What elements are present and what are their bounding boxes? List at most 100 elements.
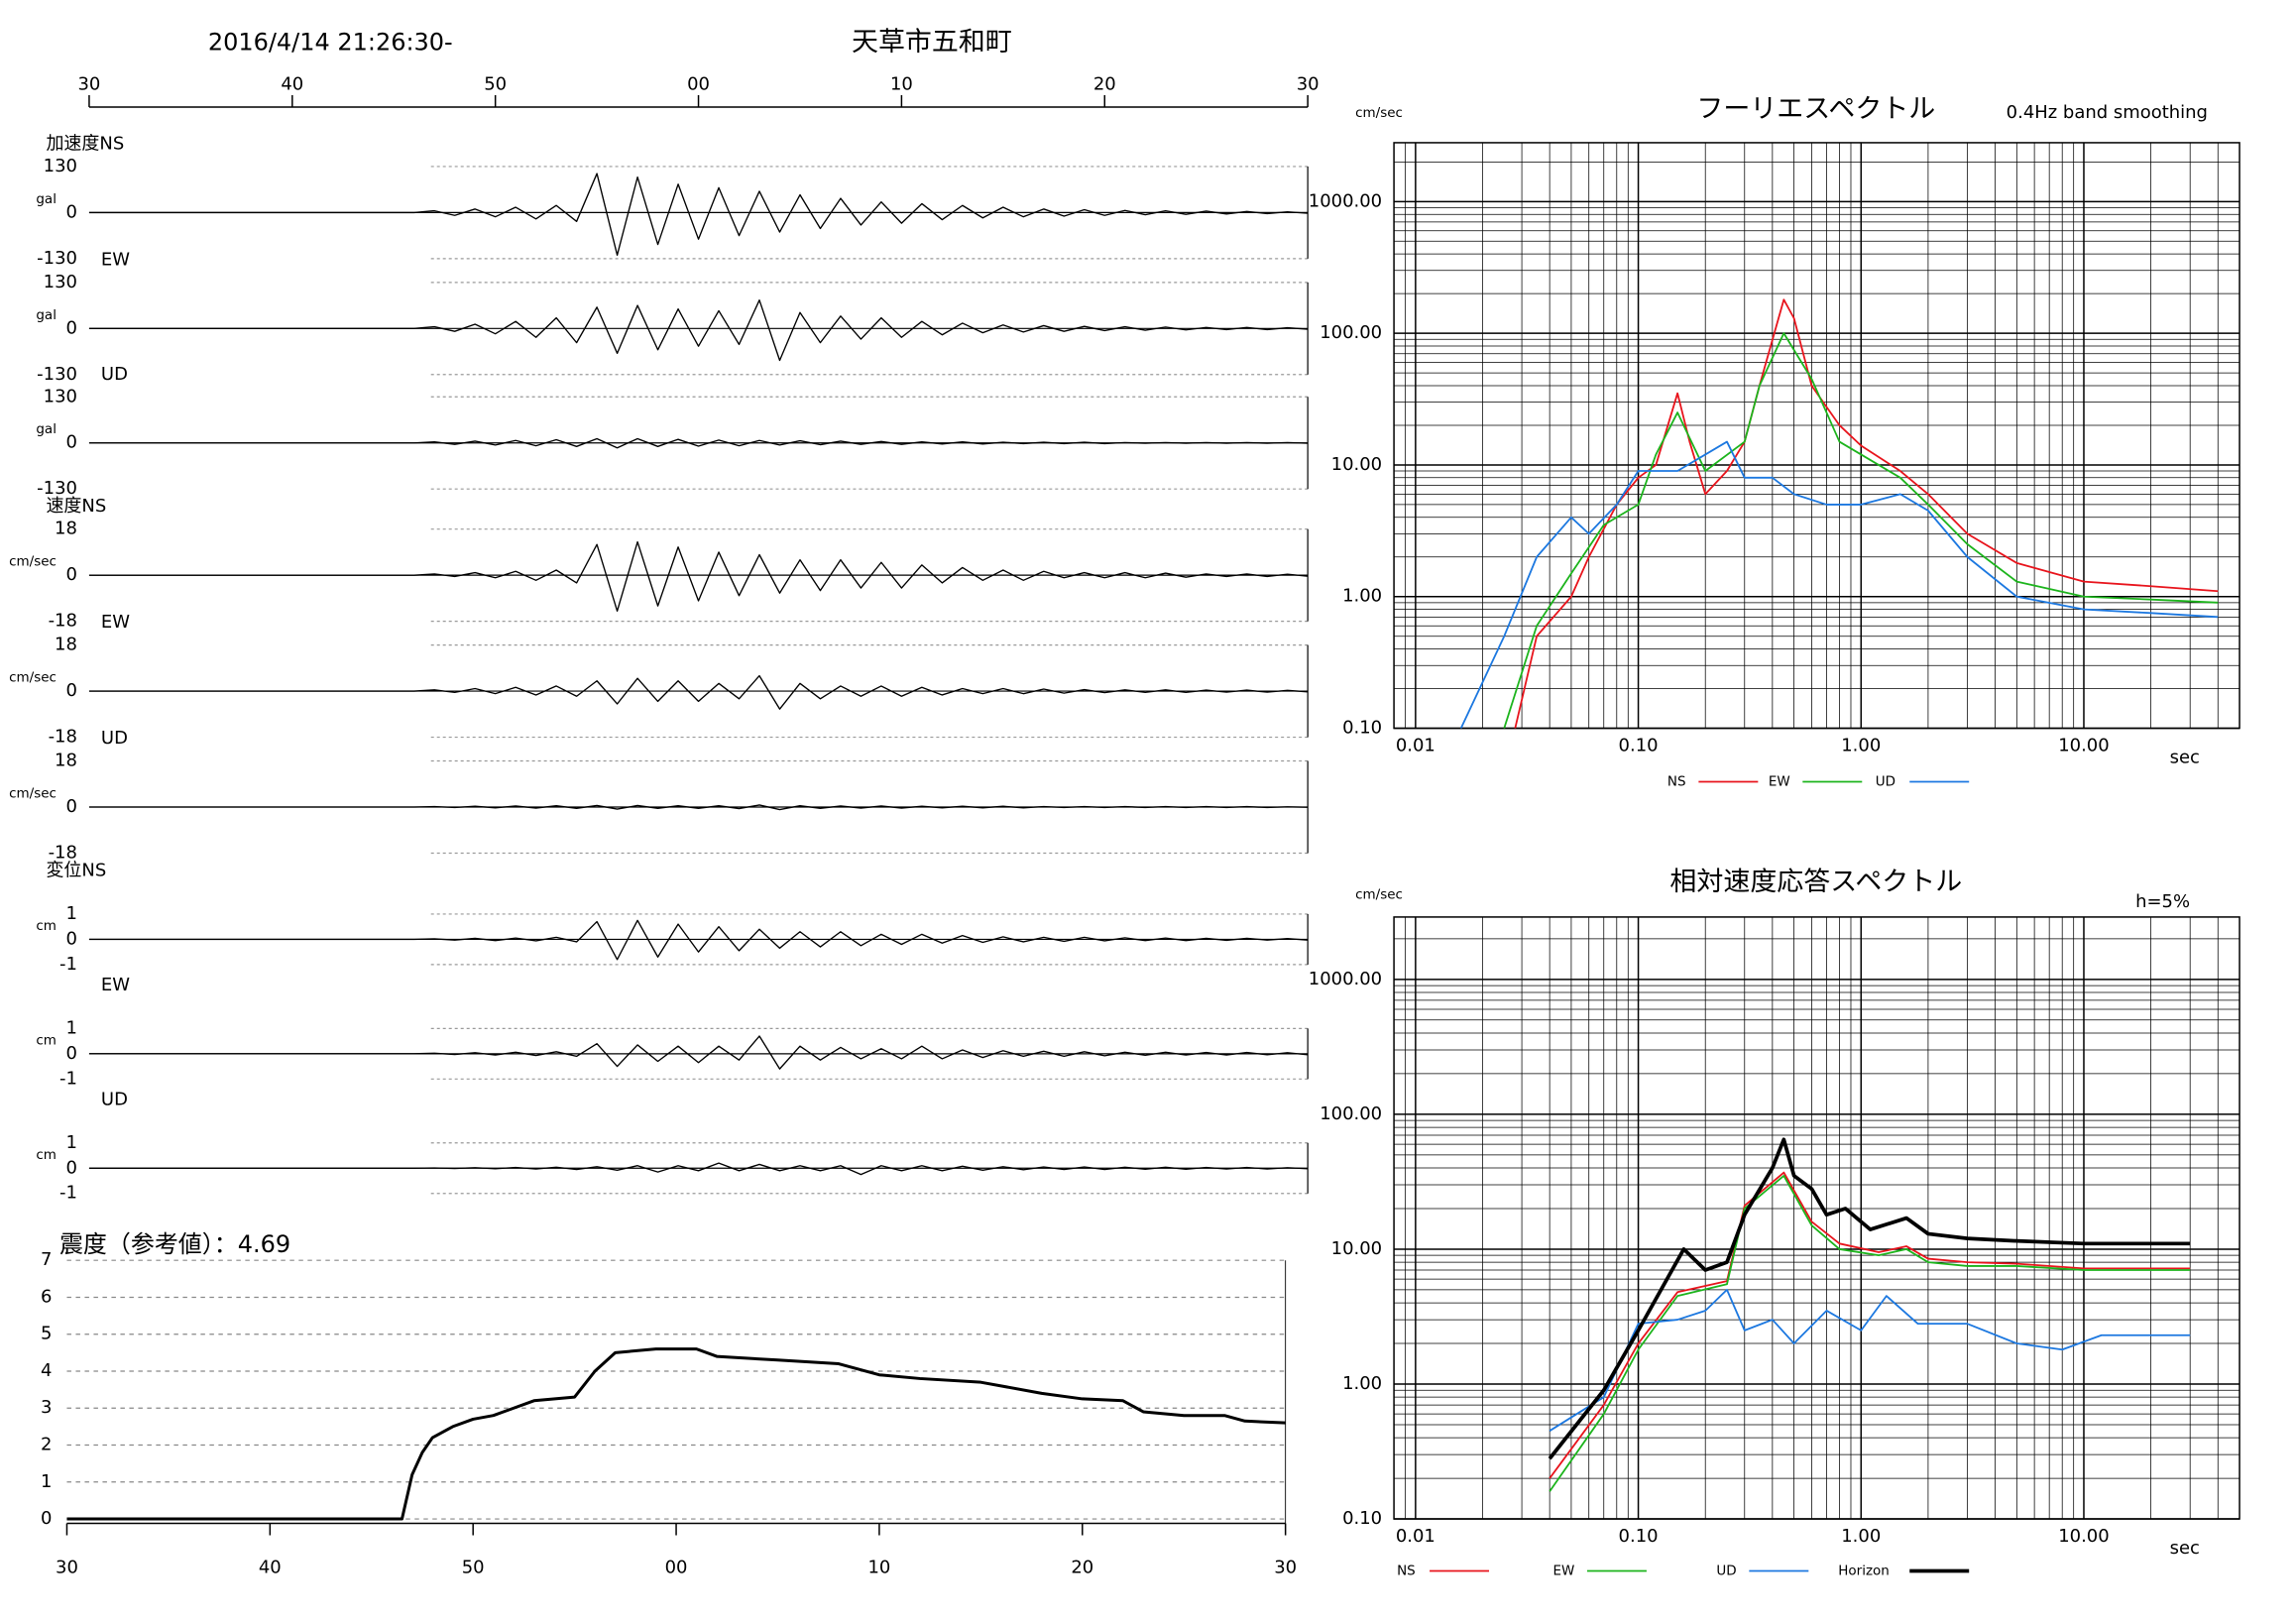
y-tick-label: 130 — [44, 386, 77, 406]
y-tick-label: 130 — [44, 272, 77, 292]
x-tick-label: 10.00 — [2058, 736, 2109, 756]
x-tick-label: 1.00 — [1841, 1526, 1881, 1547]
unit-label: cm/sec — [9, 670, 57, 686]
y-tick-label: 0 — [66, 928, 77, 949]
unit-label: cm/sec — [9, 554, 57, 570]
unit-label: gal — [36, 307, 57, 323]
y-tick-label: -130 — [37, 248, 77, 269]
x-tick-label: 0.01 — [1396, 1526, 1435, 1547]
x-tick-label: 40 — [281, 73, 303, 94]
y-tick-label: 0.10 — [1342, 718, 1382, 739]
waveform — [88, 804, 1309, 811]
x-tick-label: 30 — [1297, 73, 1320, 94]
x-tick-label: 1.00 — [1841, 736, 1881, 756]
y-tick-label: 5 — [41, 1324, 52, 1344]
y-tick-label: -1 — [59, 1068, 77, 1089]
x-tick-label: 00 — [687, 73, 710, 94]
y-tick-label: 18 — [55, 519, 77, 539]
waveform — [88, 1035, 1309, 1070]
x-tick-label: 20 — [1071, 1558, 1093, 1578]
series-line — [1548, 1137, 2191, 1460]
x-tick-label: 0.10 — [1619, 736, 1659, 756]
legend-label: NS — [1667, 774, 1686, 790]
y-tick-label: 1000.00 — [1309, 969, 1382, 989]
y-tick-label: 7 — [41, 1249, 52, 1270]
y-tick-label: 0 — [66, 201, 77, 222]
intensity-line — [66, 1347, 1286, 1521]
legend-label: EW — [1552, 1564, 1574, 1579]
x-tick-label: 00 — [665, 1558, 688, 1578]
y-tick-label: -130 — [37, 478, 77, 499]
series-line — [1549, 1171, 2191, 1479]
chart-subtitle: h=5% — [2135, 891, 2190, 912]
legend-label: EW — [1769, 774, 1790, 790]
x-tick-label: 30 — [56, 1558, 78, 1578]
y-tick-label: -18 — [49, 842, 77, 863]
y-tick-label: 0 — [66, 680, 77, 701]
panel-name: UD — [101, 364, 128, 385]
y-tick-label: 18 — [55, 635, 77, 655]
panel-name: 加速度NS — [46, 133, 124, 154]
panel-name: UD — [101, 728, 128, 749]
y-tick-label: 0.10 — [1342, 1508, 1382, 1529]
unit-label: cm — [36, 1032, 57, 1048]
y-tick-label: 0 — [66, 1157, 77, 1178]
x-tick-label: 0.01 — [1396, 736, 1435, 756]
series-line — [1514, 298, 2219, 729]
x-tick-label: 0.10 — [1619, 1526, 1659, 1547]
y-tick-label: 4 — [41, 1360, 52, 1381]
x-tick-label: 30 — [78, 73, 101, 94]
x-tick-label: 10 — [890, 73, 913, 94]
unit-label: cm — [36, 1147, 57, 1163]
x-tick-label: 50 — [484, 73, 507, 94]
datetime: 2016/4/14 21:26:30- — [208, 29, 453, 57]
legend-label: NS — [1397, 1564, 1416, 1579]
series-line — [1503, 332, 2219, 729]
legend-label: UD — [1716, 1564, 1736, 1579]
y-tick-label: 130 — [44, 156, 77, 176]
intensity-title: 震度（参考値）：4.69 — [59, 1230, 290, 1258]
y-tick-label: -1 — [59, 954, 77, 975]
y-tick-label: 3 — [41, 1397, 52, 1418]
legend-label: Horizon — [1838, 1564, 1890, 1579]
series-line — [1549, 1175, 2191, 1492]
x-tick-label: 40 — [259, 1558, 282, 1578]
waveform — [88, 1162, 1309, 1176]
waveform — [88, 919, 1309, 961]
y-tick-label: 1 — [66, 903, 77, 924]
legend-label: UD — [1876, 774, 1895, 790]
y-tick-label: 1000.00 — [1309, 190, 1382, 211]
panel-name: 変位NS — [46, 860, 106, 880]
y-tick-label: 0 — [66, 317, 77, 338]
unit-label: gal — [36, 191, 57, 207]
y-tick-label: 0 — [66, 796, 77, 817]
plot-frame — [1393, 916, 2240, 1520]
y-tick-label: 0 — [66, 564, 77, 585]
panel-name: 速度NS — [46, 496, 106, 517]
waveform — [88, 540, 1309, 612]
waveform — [88, 437, 1309, 449]
y-tick-label: 2 — [41, 1435, 52, 1455]
y-tick-label: -18 — [49, 727, 77, 748]
y-unit: cm/sec — [1355, 886, 1403, 902]
y-tick-label: 10.00 — [1331, 454, 1382, 475]
y-tick-label: -130 — [37, 364, 77, 385]
y-tick-label: 10.00 — [1331, 1238, 1382, 1259]
y-tick-label: 1.00 — [1342, 586, 1382, 607]
y-tick-label: 1 — [41, 1471, 52, 1492]
chart-title: 相対速度応答スペクトル — [1669, 867, 1962, 897]
x-tick-label: 20 — [1093, 73, 1116, 94]
panel-name: UD — [101, 1089, 128, 1109]
series-line — [1459, 440, 2219, 729]
y-tick-label: 1 — [66, 1132, 77, 1153]
y-tick-label: 0 — [41, 1508, 52, 1529]
waveform — [88, 173, 1309, 256]
y-tick-label: -18 — [49, 611, 77, 632]
y-tick-label: -1 — [59, 1183, 77, 1204]
waveform — [88, 299, 1309, 362]
y-tick-label: 100.00 — [1320, 322, 1382, 343]
unit-label: cm — [36, 918, 57, 934]
y-tick-label: 1.00 — [1342, 1373, 1382, 1394]
x-tick-label: 10.00 — [2058, 1526, 2109, 1547]
